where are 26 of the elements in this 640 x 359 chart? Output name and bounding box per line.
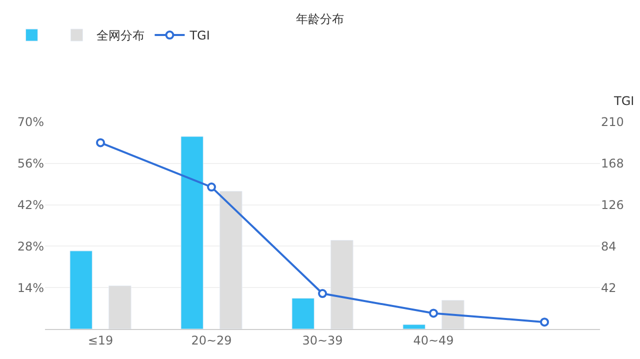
y-tick-label: 42% (17, 198, 44, 212)
bar (292, 298, 314, 329)
chart-title: 年龄分布 (296, 12, 344, 26)
point (429, 308, 438, 318)
y-tick-label: 28% (17, 239, 44, 254)
y-tick-label: 70% (17, 115, 44, 130)
bar (442, 300, 464, 329)
x-tick-label: 20~29 (191, 333, 232, 348)
x-tick-label: ≤19 (88, 333, 114, 348)
y-tick-label: 56% (17, 156, 44, 171)
y2-tick-label: 126 (601, 198, 624, 212)
x-tick-label: 30~39 (302, 333, 343, 348)
point (96, 138, 105, 148)
y-tick-label: 14% (17, 280, 44, 295)
y2-axis-title: TGI (613, 94, 634, 108)
point (207, 182, 216, 192)
point (540, 318, 549, 327)
y2-tick-label: 84 (601, 239, 616, 254)
y2-tick-label: 210 (601, 115, 624, 130)
legend-label: 全网分布 (96, 28, 145, 43)
x-tick-label: 40~49 (413, 333, 454, 348)
point (318, 289, 327, 298)
y2-tick-label: 42 (601, 280, 616, 295)
y2-tick-label: 168 (601, 156, 624, 171)
bar (402, 324, 426, 329)
legend-label: TGI (188, 28, 210, 43)
